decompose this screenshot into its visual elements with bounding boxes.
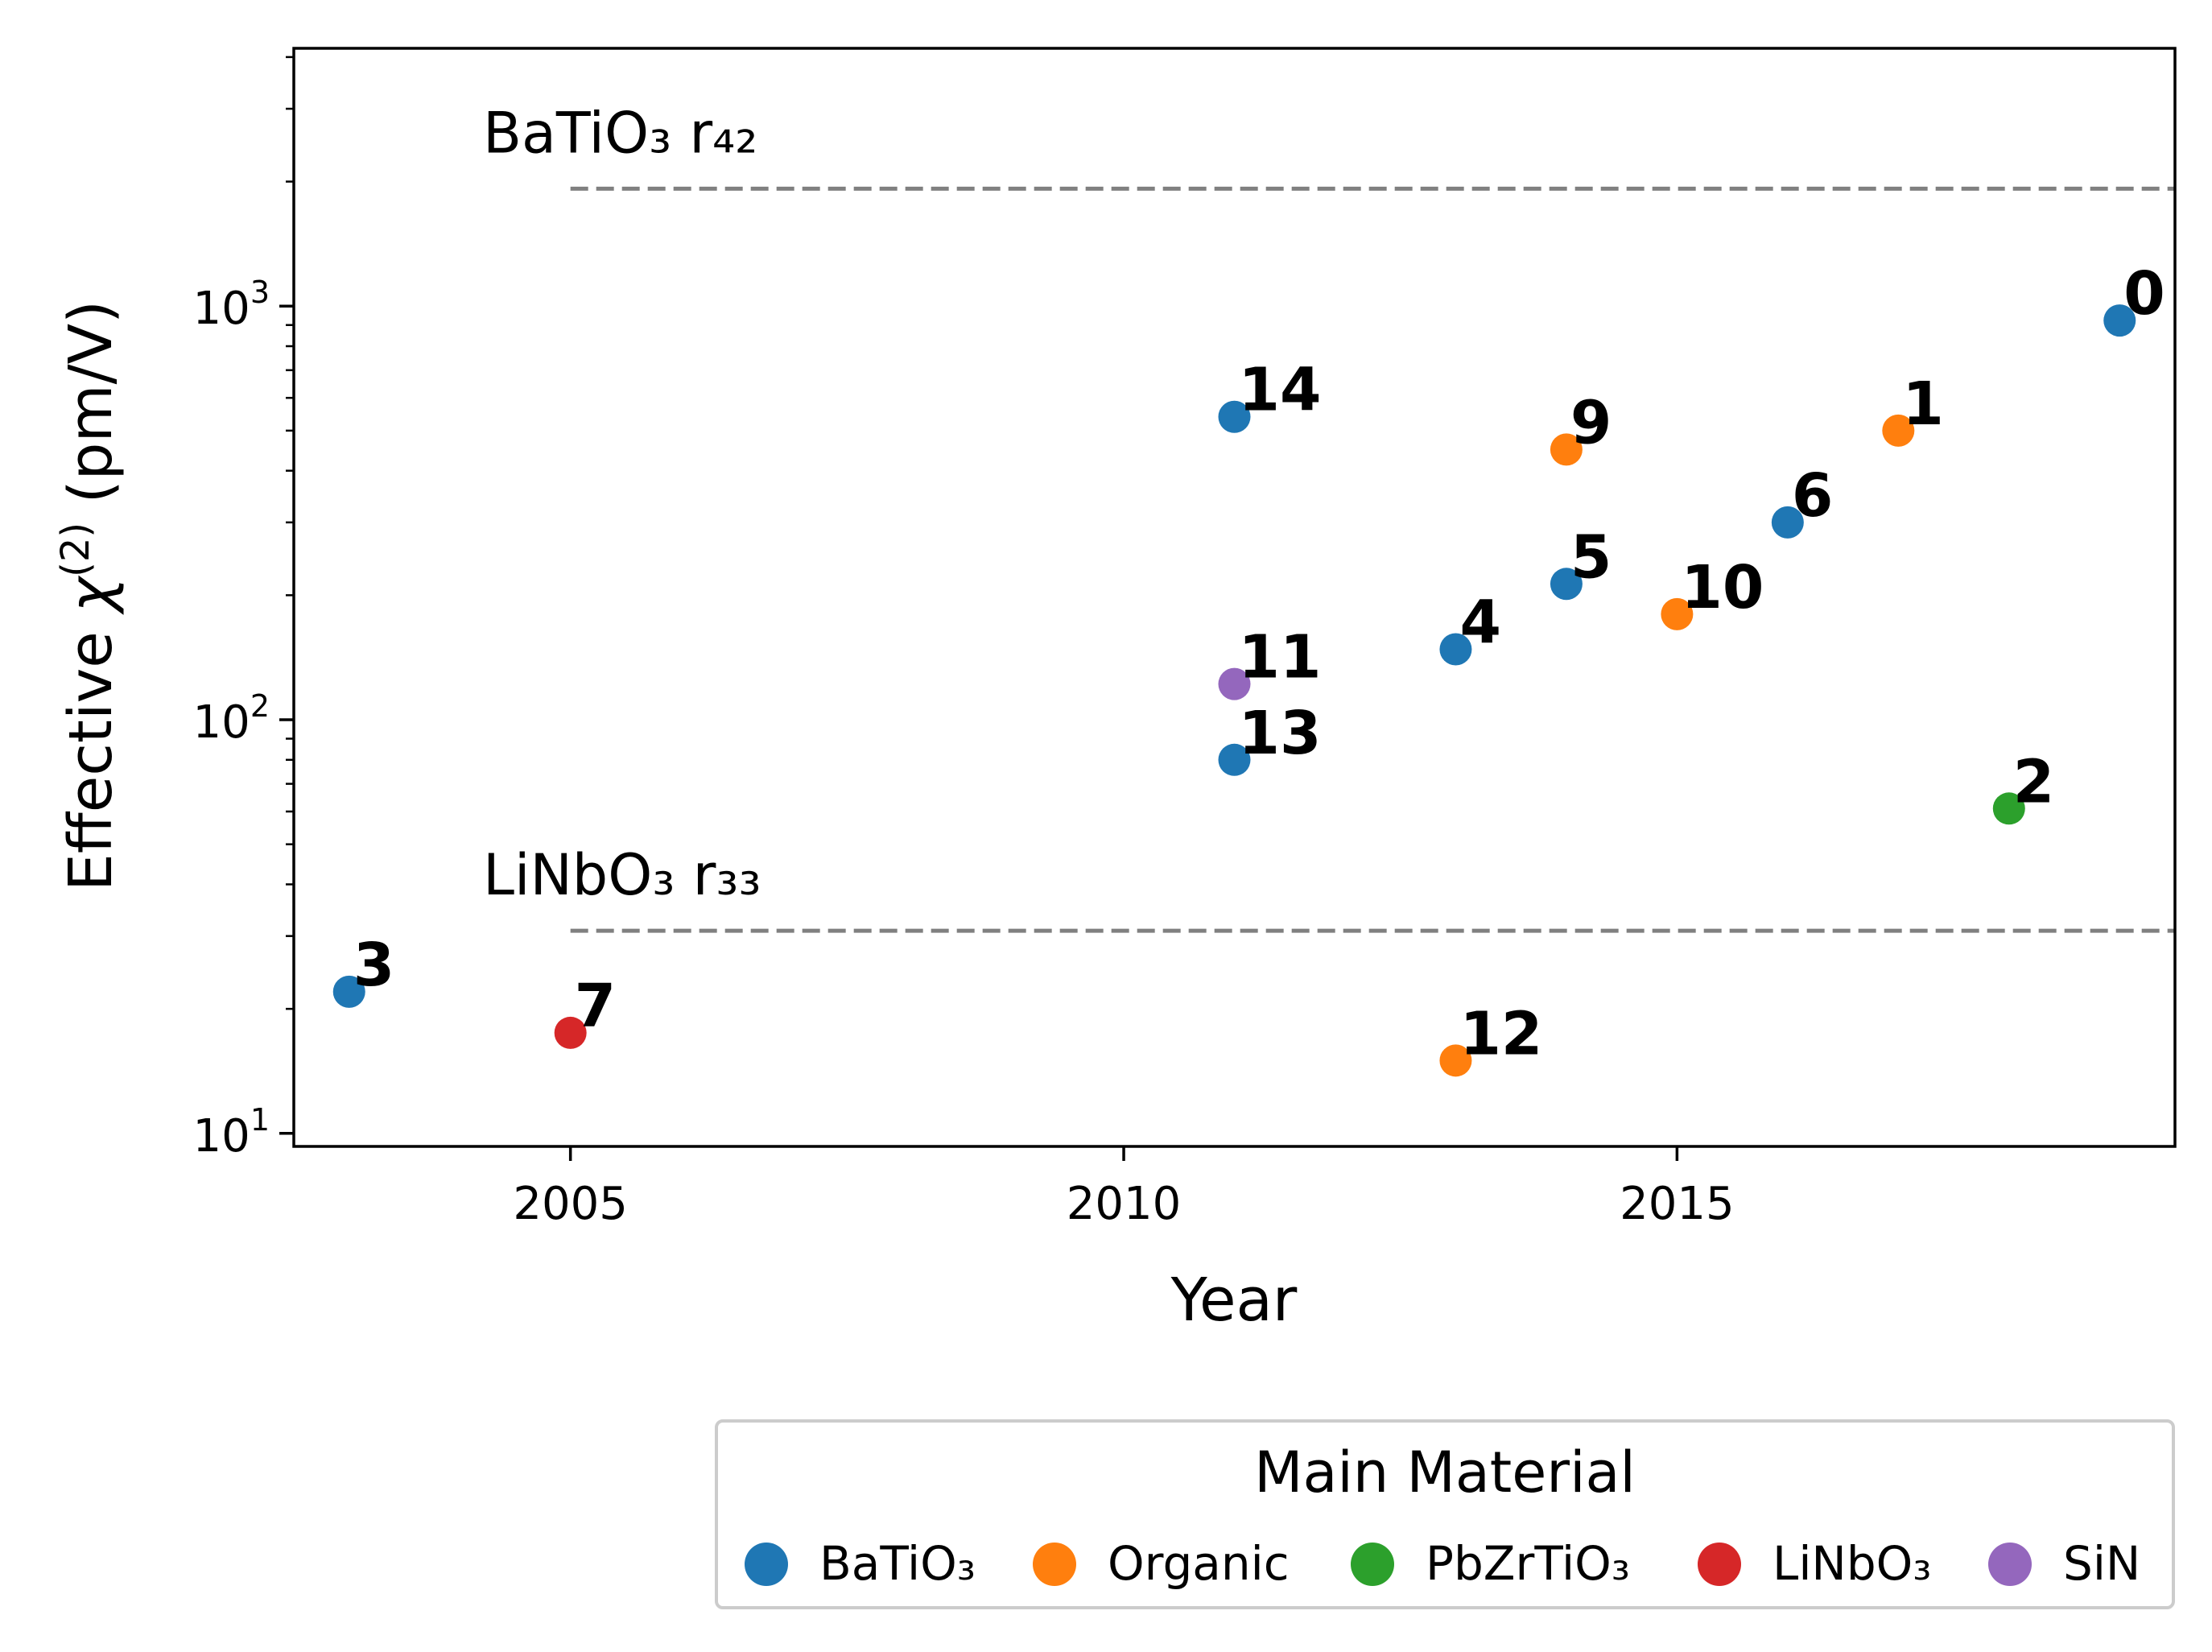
data-points (332, 304, 2136, 1077)
point-7 (554, 1016, 587, 1049)
x-axis-ticks: 2005 2010 2015 (513, 1146, 1735, 1230)
point-label-6: 6 (1792, 461, 1834, 531)
y-tick-label: 103 (193, 275, 270, 335)
legend-marker (1988, 1543, 2032, 1586)
legend-marker (1033, 1543, 1076, 1586)
y-axis-ticks: 101 102 103 (193, 275, 294, 1163)
point-5 (1550, 568, 1583, 601)
point-label-4: 4 (1459, 589, 1501, 658)
point-0 (2103, 304, 2136, 337)
batio3-r42-line-label: BaTiO₃ r₄₂ (483, 100, 757, 166)
legend-marker (1698, 1543, 1741, 1586)
reference-lines: BaTiO₃ r₄₂ LiNbO₃ r₃₃ (483, 100, 2175, 933)
point-label-7: 7 (575, 972, 617, 1041)
point-label-0: 0 (2123, 259, 2165, 328)
x-tick-label: 2005 (513, 1178, 628, 1230)
point-2 (1992, 792, 2025, 825)
legend-marker (1351, 1543, 1394, 1586)
point-9 (1550, 433, 1583, 466)
point-label-2: 2 (2013, 747, 2055, 816)
point-label-9: 9 (1570, 388, 1612, 457)
point-4 (1439, 633, 1472, 666)
legend-title: Main Material (1254, 1439, 1636, 1505)
x-tick-label: 2010 (1067, 1178, 1182, 1230)
legend-label: PbZrTiO₃ (1426, 1536, 1630, 1591)
point-3 (332, 975, 365, 1008)
point-14 (1218, 400, 1251, 433)
point-label-14: 14 (1239, 356, 1322, 425)
plot-frame (292, 47, 2177, 1148)
point-12 (1439, 1044, 1472, 1077)
point-10 (1661, 597, 1694, 630)
linbo3-r33-line-label: LiNbO₃ r₃₃ (483, 842, 761, 908)
point-1 (1882, 414, 1915, 447)
legend-label: Organic (1108, 1536, 1290, 1591)
x-tick-label: 2015 (1620, 1178, 1735, 1230)
point-label-1: 1 (1902, 370, 1944, 439)
point-label-11: 11 (1239, 623, 1322, 692)
legend-label: LiNbO₃ (1772, 1536, 1932, 1591)
point-label-3: 3 (353, 931, 395, 1000)
y-tick-label: 101 (193, 1102, 270, 1163)
legend: Main Material BaTiO₃ Organic PbZrTiO₃ LiNbO… (715, 1419, 2175, 1609)
legend-label: BaTiO₃ (819, 1536, 976, 1591)
point-labels: 0 3 45 6 13 14 1 9 10 12 2 7 11 (353, 259, 2165, 1068)
point-11 (1218, 667, 1251, 700)
y-tick-label: 102 (193, 688, 270, 749)
legend-box (715, 1419, 2175, 1609)
legend-marker (745, 1543, 788, 1586)
point-label-5: 5 (1570, 522, 1612, 592)
point-label-13: 13 (1239, 699, 1322, 768)
point-6 (1771, 506, 1804, 539)
point-label-10: 10 (1681, 553, 1764, 622)
legend-items: BaTiO₃ Organic PbZrTiO₃ LiNbO₃ SiN (745, 1536, 2140, 1591)
legend-label: SiN (2063, 1536, 2140, 1591)
point-label-12: 12 (1459, 999, 1542, 1068)
y-axis-label: Effective χ(2) (pm/V) (53, 300, 126, 891)
point-13 (1218, 743, 1251, 776)
x-axis-label: Year (1170, 1266, 1298, 1335)
